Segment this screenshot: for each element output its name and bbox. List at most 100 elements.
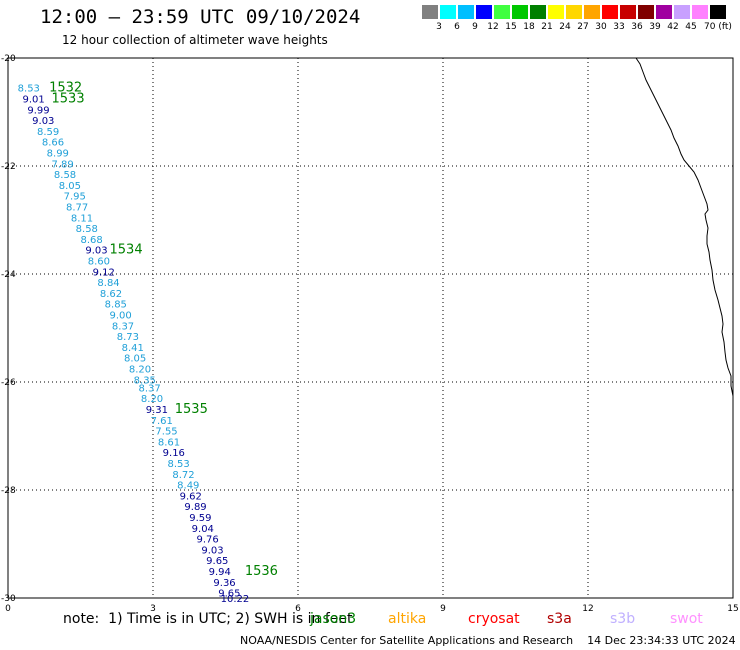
satellite-legend-item: s3b [610, 611, 636, 627]
wave-height-value: 8.37 [112, 321, 134, 332]
colorbar-label: 21 [541, 22, 553, 32]
wave-height-value: 8.53 [18, 84, 40, 95]
wave-height-value: 8.62 [100, 289, 122, 300]
colorbar-swatch [494, 5, 510, 19]
y-tick-label: -28 [1, 486, 16, 496]
coastline [635, 57, 734, 397]
x-tick-label: 15 [727, 604, 738, 614]
colorbar-swatch [674, 5, 690, 19]
colorbar-label: 42 [667, 22, 679, 32]
y-tick-label: -26 [1, 378, 16, 388]
colorbar-label: 9 [472, 22, 478, 32]
x-tick-label: 0 [5, 604, 11, 614]
pass-time-label: 1534 [110, 243, 143, 258]
wave-height-value: 8.11 [71, 213, 93, 224]
wave-height-value: 9.62 [180, 491, 202, 502]
wave-height-value: 9.16 [163, 448, 185, 459]
colorbar-label: 39 [649, 22, 661, 32]
pass-time-label: 1532 [49, 81, 82, 96]
colorbar-swatch [530, 5, 546, 19]
pass-time-label: 1533 [52, 92, 85, 107]
colorbar-swatch [602, 5, 618, 19]
colorbar-swatch [710, 5, 726, 19]
wave-height-value: 8.68 [81, 235, 103, 246]
colorbar-label: 12 [487, 22, 499, 32]
colorbar-label: 36 [631, 22, 643, 32]
x-tick-label: 12 [582, 604, 593, 614]
wave-height-value: 8.20 [129, 365, 151, 376]
map-frame [7, 57, 734, 599]
x-tick-label: 6 [295, 604, 301, 614]
wave-height-value: 9.65 [218, 589, 240, 600]
y-tick-label: -20 [1, 54, 16, 64]
colorbar-label: 6 [454, 22, 460, 32]
wave-height-value: 9.12 [93, 267, 115, 278]
units-note: note: 1) Time is in UTC; 2) SWH is in fe… [63, 611, 353, 627]
wave-height-value: 8.58 [76, 224, 98, 235]
colorbar-label: 27 [577, 22, 589, 32]
colorbar-swatch [656, 5, 672, 19]
colorbar-label: 15 [505, 22, 517, 32]
wave-height-value: 7.95 [64, 192, 86, 203]
wave-height-value: 9.04 [192, 524, 214, 535]
wave-height-value: 7.89 [52, 159, 74, 170]
wave-height-value: 8.85 [105, 300, 127, 311]
colorbar-swatch [692, 5, 708, 19]
x-tick-label: 9 [440, 604, 446, 614]
wave-height-value: 9.94 [209, 567, 231, 578]
colorbar-swatch [620, 5, 636, 19]
wave-height-value: 9.65 [206, 556, 228, 567]
pass-time-label: 1535 [175, 402, 208, 417]
wave-height-value: 7.61 [151, 416, 173, 427]
wave-height-value: 9.01 [23, 95, 45, 106]
y-tick-label: -30 [1, 594, 16, 604]
wave-height-value: 8.05 [59, 181, 81, 192]
wave-height-value: 8.84 [97, 278, 119, 289]
wave-height-value: 9.99 [27, 105, 49, 116]
wave-height-value: 8.59 [37, 127, 59, 138]
satellite-legend-item: jason3 [310, 611, 357, 627]
wave-height-value: 8.60 [88, 257, 110, 268]
wave-height-value: 8.66 [42, 138, 64, 149]
wave-height-value: 9.76 [197, 535, 219, 546]
colorbar-label: 24 [559, 22, 571, 32]
satellite-legend-item: altika [388, 611, 427, 627]
wave-height-value: 9.36 [213, 578, 235, 589]
wave-height-value: 8.05 [124, 354, 146, 365]
wave-height-value: 9.03 [85, 246, 107, 257]
colorbar-label: 3 [436, 22, 442, 32]
colorbar-swatch [440, 5, 456, 19]
satellite-legend-item: cryosat [468, 611, 520, 627]
wave-height-value: 9.59 [189, 513, 211, 524]
colorbar-label: 33 [613, 22, 625, 32]
wave-height-value: 8.77 [66, 203, 88, 214]
pass-time-label: 1536 [245, 564, 278, 579]
wave-height-value: 9.00 [110, 311, 132, 322]
colorbar-swatch [584, 5, 600, 19]
wave-height-value: 10.22 [221, 594, 250, 605]
x-tick-label: 3 [150, 604, 156, 614]
wave-height-value: 8.37 [139, 383, 161, 394]
wave-height-value: 7.55 [155, 427, 177, 438]
wave-height-value: 8.41 [122, 343, 144, 354]
colorbar-label: 30 [595, 22, 607, 32]
colorbar-swatch [638, 5, 654, 19]
wave-height-value: 8.72 [172, 470, 194, 481]
y-tick-label: -24 [1, 270, 16, 280]
colorbar-swatch [512, 5, 528, 19]
colorbar-swatch [476, 5, 492, 19]
colorbar-swatch [548, 5, 564, 19]
map-subtitle: 12 hour collection of altimeter wave hei… [62, 33, 328, 47]
colorbar-swatch [458, 5, 474, 19]
wave-height-value: 8.99 [47, 149, 69, 160]
wave-height-value: 9.31 [146, 405, 168, 416]
wave-height-value: 8.53 [168, 459, 190, 470]
wave-height-value: 8.35 [134, 375, 156, 386]
wave-height-value: 8.49 [177, 481, 199, 492]
wave-height-value: 9.03 [201, 545, 223, 556]
wave-height-value: 9.03 [32, 116, 54, 127]
wave-height-value: 8.61 [158, 437, 180, 448]
colorbar-swatch [566, 5, 582, 19]
